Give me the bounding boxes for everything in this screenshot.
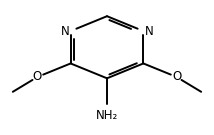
- Text: NH₂: NH₂: [96, 109, 118, 122]
- Text: O: O: [172, 70, 181, 83]
- Text: O: O: [33, 70, 42, 83]
- Text: N: N: [144, 25, 153, 38]
- Text: N: N: [61, 25, 70, 38]
